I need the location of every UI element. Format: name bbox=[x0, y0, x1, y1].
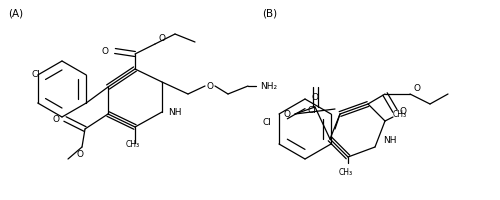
Text: Cl: Cl bbox=[307, 105, 316, 114]
Text: O: O bbox=[76, 149, 84, 158]
Text: Cl: Cl bbox=[262, 117, 271, 126]
Text: O: O bbox=[400, 107, 407, 116]
Text: CH₃: CH₃ bbox=[126, 139, 140, 148]
Text: NH₂: NH₂ bbox=[260, 82, 277, 91]
Text: CH₃: CH₃ bbox=[393, 109, 407, 118]
Text: CH₃: CH₃ bbox=[339, 167, 353, 176]
Text: NH: NH bbox=[168, 108, 181, 117]
Text: O: O bbox=[52, 115, 59, 124]
Text: (A): (A) bbox=[8, 8, 23, 18]
Text: O: O bbox=[312, 93, 318, 101]
Text: O: O bbox=[413, 84, 420, 93]
Text: Cl: Cl bbox=[31, 69, 40, 78]
Text: O: O bbox=[158, 34, 165, 43]
Text: O: O bbox=[283, 110, 290, 119]
Text: O: O bbox=[206, 82, 214, 91]
Text: (B): (B) bbox=[262, 8, 277, 18]
Text: O: O bbox=[101, 47, 108, 56]
Text: NH: NH bbox=[383, 135, 396, 144]
